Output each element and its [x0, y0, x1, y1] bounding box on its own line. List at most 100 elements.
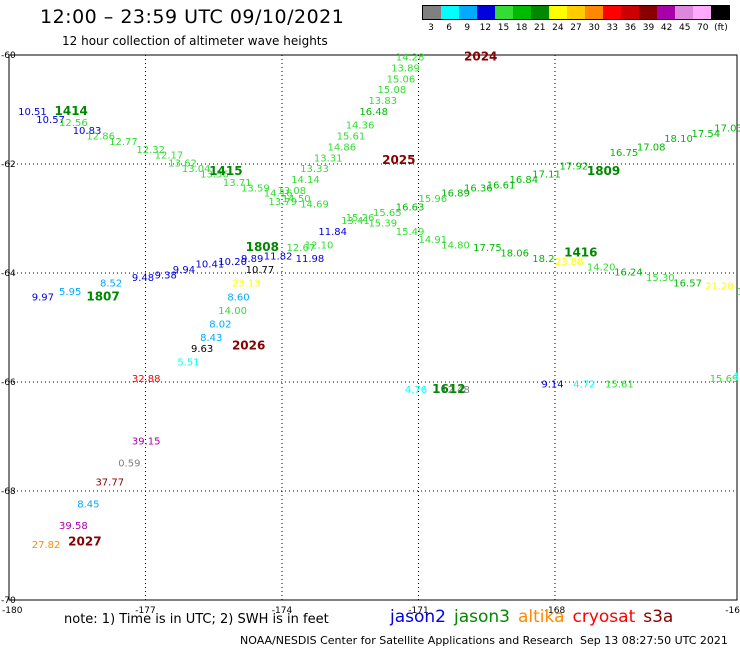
- lon-tick-label: -171: [408, 606, 428, 616]
- wave-height-label: 16.89: [441, 189, 470, 200]
- wave-height-label: 13.79: [268, 197, 297, 208]
- color-scale-label: 6: [446, 23, 453, 33]
- color-scale-labels: 3 6 9 12 15 18 21 24 27 30 33 36 39 42 45 70 (ft): [422, 20, 730, 34]
- color-scale-label: 24: [552, 23, 564, 33]
- wave-height-label: 9.14: [541, 379, 563, 390]
- lon-tick-label: -168: [545, 606, 566, 616]
- chart-subtitle: 12 hour collection of altimeter wave hei…: [62, 34, 328, 48]
- wave-height-label: 15.06: [387, 74, 416, 85]
- wave-height-label: 15.61: [605, 379, 634, 390]
- wave-height-label: 32.88: [132, 374, 161, 385]
- wave-height-label: 8.60: [227, 292, 249, 303]
- color-scale-label: 12: [479, 23, 492, 33]
- pass-time-label: 2025: [382, 153, 415, 167]
- grid-lines: [9, 55, 737, 600]
- wave-height-points: 10.5110.5712.5610.8312.8612.7712.3212.17…: [18, 52, 740, 551]
- color-swatch: [513, 6, 531, 19]
- wave-height-label: 16.24: [614, 268, 643, 279]
- wave-height-label: 39.15: [132, 437, 161, 448]
- wave-height-label: 14.99: [737, 287, 740, 298]
- lat-tick-label: -64: [1, 269, 16, 279]
- color-swatch: [639, 6, 657, 19]
- wave-height-label: 15.69: [710, 374, 739, 385]
- wave-height-label: 16.84: [510, 175, 539, 186]
- color-swatch: [567, 6, 585, 19]
- wave-height-label: 14.86: [328, 142, 357, 153]
- color-swatch: [441, 6, 459, 19]
- color-swatch: [423, 6, 441, 19]
- color-scale-label: 18: [515, 23, 528, 33]
- wave-height-label: 17.54: [692, 129, 721, 140]
- wave-height-label: 23.13: [232, 279, 261, 290]
- wave-height-label: 27.82: [32, 540, 61, 551]
- wave-height-label: 12.17: [155, 151, 184, 162]
- pass-time-label: 1808: [246, 240, 279, 254]
- wave-height-label: 16.48: [359, 107, 388, 118]
- wave-height-label: 9.38: [155, 270, 177, 281]
- color-scale-label: 3: [428, 23, 434, 33]
- wave-height-label: 14.20: [587, 262, 616, 273]
- wave-height-label: 15.65: [373, 208, 402, 219]
- footer-credit: NOAA/NESDIS Center for Satellite Applica…: [240, 634, 574, 647]
- color-scale-label: 36: [624, 23, 637, 33]
- color-scale-label: 9: [464, 23, 471, 33]
- wave-height-label: 39.58: [59, 521, 88, 532]
- pass-time-label: 1414: [55, 104, 88, 118]
- wave-height-label: 10.77: [246, 265, 275, 276]
- legend-item-altika: altika: [518, 607, 565, 627]
- color-scale-unit: (ft): [714, 23, 728, 33]
- pass-time-label: 2024: [464, 49, 497, 63]
- wave-height-label: 16.63: [396, 202, 425, 213]
- wave-height-label: 10.57: [36, 115, 65, 126]
- wave-height-label: 10.41: [196, 260, 225, 271]
- wave-height-label: 13.71: [223, 178, 252, 189]
- wave-height-label: 12.77: [109, 137, 138, 148]
- wave-height-label: 10.83: [73, 126, 102, 137]
- wave-height-label: 9.48: [132, 273, 154, 284]
- wave-height-label: 37.77: [95, 478, 124, 489]
- wave-height-label: 15.39: [368, 219, 397, 230]
- wave-height-label: 14.69: [300, 200, 329, 211]
- wave-height-label: 14.36: [346, 121, 375, 132]
- wave-height-label: 12.10: [305, 240, 334, 251]
- map-frame: [8, 54, 738, 601]
- wave-height-label: 12.48: [441, 385, 470, 396]
- lat-tick-label: -68: [1, 487, 16, 497]
- color-scale-label: 70: [697, 23, 709, 33]
- pass-time-label: 1612: [432, 382, 465, 396]
- wave-height-label: 18.06: [500, 249, 529, 260]
- wave-height-label: 17.08: [637, 142, 666, 153]
- lon-tick-label: -16: [725, 606, 740, 616]
- wave-height-label: 8.52: [100, 279, 122, 290]
- wave-height-label: 15.08: [378, 85, 407, 96]
- pass-time-label: 2026: [232, 338, 265, 352]
- wave-height-label: 11.98: [296, 254, 325, 265]
- wave-height-label: 9.94: [173, 265, 195, 276]
- wave-height-label: 17.03: [714, 123, 740, 134]
- lat-tick-label: -70: [1, 596, 16, 606]
- wave-height-label: 12.67: [287, 243, 316, 254]
- wave-height-label: 16.36: [464, 183, 493, 194]
- wave-height-label: 9.63: [191, 344, 213, 355]
- wave-height-label: 17.75: [473, 243, 502, 254]
- color-swatch: [585, 6, 603, 19]
- color-swatch: [477, 6, 495, 19]
- pass-time-label: 1807: [86, 289, 119, 303]
- color-swatch: [621, 6, 639, 19]
- wave-height-label: 23.88: [555, 257, 584, 268]
- wave-height-label: 4.72: [573, 379, 595, 390]
- wave-height-label: 14.28: [396, 52, 425, 63]
- wave-height-label: 13.89: [391, 63, 420, 74]
- wave-height-label: 16.61: [487, 181, 516, 192]
- pass-time-label: 2027: [68, 535, 101, 549]
- wave-height-label: 14.14: [291, 175, 320, 186]
- wave-height-label: 14.91: [419, 235, 448, 246]
- legend-item-cryosat: cryosat: [572, 607, 636, 627]
- wave-height-label: 13.83: [368, 96, 397, 107]
- wave-height-label: 14.80: [441, 240, 470, 251]
- wave-height-label: 14.16: [264, 189, 293, 200]
- color-scale-label: 33: [606, 23, 618, 33]
- wave-height-label: 15.96: [419, 194, 448, 205]
- color-scale-legend: 3 6 9 12 15 18 21 24 27 30 33 36 39 42 45 70 (ft): [422, 5, 730, 43]
- lon-tick-label: -177: [135, 606, 155, 616]
